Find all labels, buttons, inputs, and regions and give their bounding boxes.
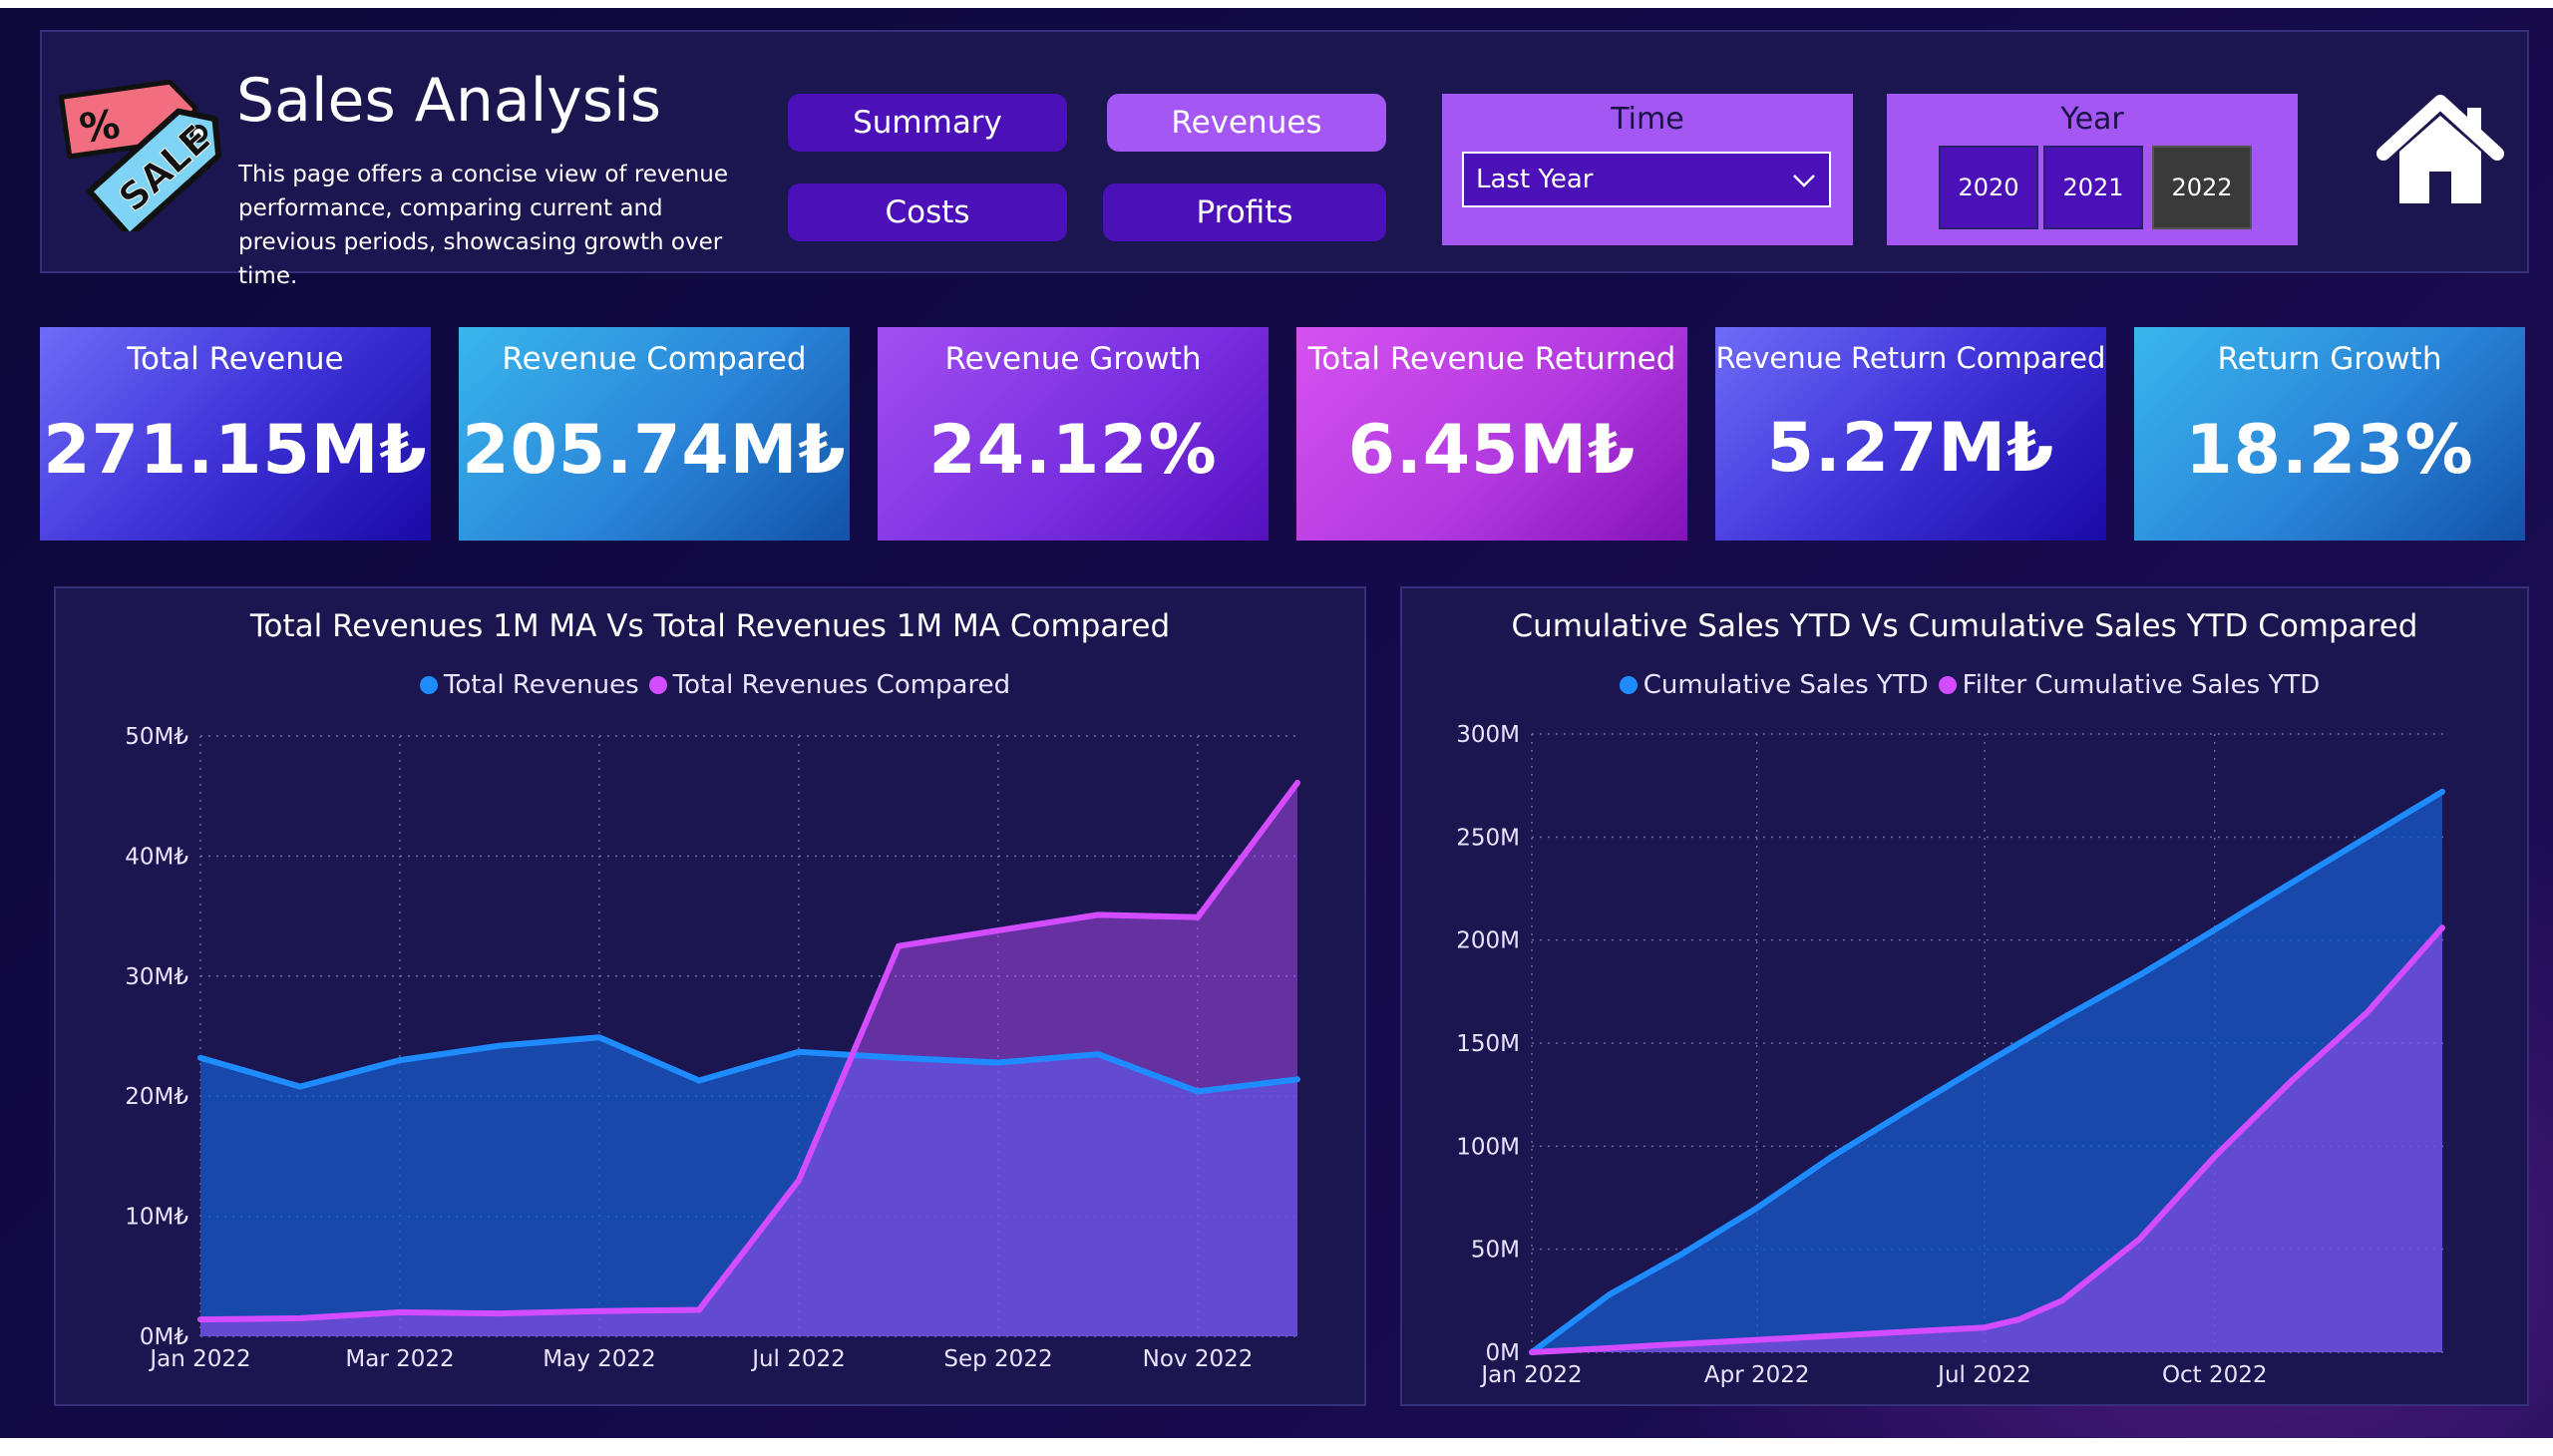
x-tick-label: Jul 2022 bbox=[1936, 1362, 2031, 1388]
kpi-label: Total Revenue Returned bbox=[1307, 341, 1676, 377]
y-tick-label: 200M bbox=[1456, 928, 1520, 954]
kpi-label: Return Growth bbox=[2217, 341, 2442, 377]
kpi-label: Revenue Compared bbox=[502, 341, 807, 377]
page-title: Sales Analysis bbox=[236, 66, 661, 136]
y-tick-label: 40M₺ bbox=[125, 844, 188, 870]
nav-costs-button[interactable]: Costs bbox=[788, 183, 1067, 241]
kpi-value: 5.27M₺ bbox=[1766, 409, 2055, 488]
y-tick-label: 250M bbox=[1456, 825, 1520, 851]
cumulative-sales-chart: 0M 50M 100M 150M 200M 250M 300M Jan 2022 Apr 202… bbox=[1456, 722, 2445, 1388]
kpi-label: Total Revenue bbox=[127, 341, 344, 377]
svg-text:%: % bbox=[77, 102, 123, 153]
kpi-return-growth: Return Growth 18.23% bbox=[2134, 327, 2525, 541]
kpi-total-revenue: Total Revenue 271.15M₺ bbox=[40, 327, 431, 541]
year-2020-button[interactable]: 2020 bbox=[1939, 146, 2038, 229]
legend-marker bbox=[419, 676, 438, 694]
time-filter-label: Time bbox=[1611, 102, 1684, 137]
x-tick-label: Jan 2022 bbox=[148, 1346, 250, 1372]
y-tick-label: 150M bbox=[1456, 1031, 1520, 1057]
revenue-ma-chart-panel: Total Revenues 1M MA Vs Total Revenues 1… bbox=[54, 586, 1366, 1406]
year-filter-label: Year bbox=[2060, 102, 2124, 137]
y-tick-label: 0M₺ bbox=[140, 1324, 188, 1350]
year-2022-button[interactable]: 2022 bbox=[2152, 146, 2252, 229]
home-icon[interactable] bbox=[2375, 94, 2505, 213]
kpi-total-revenue-returned: Total Revenue Returned 6.45M₺ bbox=[1296, 327, 1687, 541]
time-dropdown[interactable]: Last Year bbox=[1462, 152, 1831, 207]
header-bar: % SALE Sales Analysis This page offers a… bbox=[40, 30, 2529, 289]
y-tick-label: 100M bbox=[1456, 1134, 1520, 1160]
legend-marker bbox=[1619, 676, 1638, 694]
year-2020-label: 2020 bbox=[1958, 174, 2019, 201]
kpi-value: 6.45M₺ bbox=[1347, 411, 1637, 490]
kpi-value: 18.23% bbox=[2185, 411, 2474, 490]
y-tick-label: 50M bbox=[1471, 1238, 1520, 1264]
year-2021-label: 2021 bbox=[2062, 174, 2124, 201]
y-tick-label: 20M₺ bbox=[125, 1084, 188, 1110]
series-line bbox=[1529, 924, 2445, 1355]
x-tick-label: May 2022 bbox=[543, 1346, 655, 1372]
y-tick-label: 30M₺ bbox=[125, 964, 188, 990]
x-tick-label: Apr 2022 bbox=[1704, 1362, 1810, 1388]
legend-label: Filter Cumulative Sales YTD bbox=[1962, 670, 2321, 700]
page-description: This page offers a concise view of reven… bbox=[238, 162, 728, 289]
year-2022-label: 2022 bbox=[2171, 174, 2233, 201]
nav-summary-label: Summary bbox=[853, 105, 1002, 141]
x-tick-label: Sep 2022 bbox=[943, 1346, 1052, 1372]
chevron-down-icon bbox=[1793, 175, 1815, 187]
x-tick-label: Jul 2022 bbox=[750, 1346, 846, 1372]
kpi-value: 271.15M₺ bbox=[43, 411, 428, 490]
nav-summary-button[interactable]: Summary bbox=[788, 94, 1067, 152]
chart-legend: Total Revenues Total Revenues Compared bbox=[56, 670, 1364, 700]
chart-legend: Cumulative Sales YTD Filter Cumulative S… bbox=[1402, 670, 2527, 700]
legend-label: Total Revenues Compared bbox=[672, 670, 1011, 700]
y-tick-label: 0M bbox=[1486, 1340, 1520, 1366]
time-dropdown-value: Last Year bbox=[1476, 165, 1594, 194]
legend-label: Total Revenues bbox=[443, 670, 639, 700]
cumulative-sales-chart-panel: Cumulative Sales YTD Vs Cumulative Sales… bbox=[1400, 586, 2529, 1406]
y-tick-label: 300M bbox=[1456, 722, 1520, 748]
x-tick-label: Nov 2022 bbox=[1143, 1346, 1254, 1372]
sale-tag-icon: % SALE bbox=[58, 79, 222, 231]
revenue-ma-chart: 0M₺ 10M₺ 20M₺ 30M₺ 40M₺ 50M₺ Jan 2022 Mar 2022 M… bbox=[125, 724, 1300, 1372]
kpi-label: Revenue Return Compared bbox=[1715, 341, 2106, 375]
dashboard-canvas: % SALE Sales Analysis This page offers a… bbox=[0, 8, 2553, 1438]
nav-revenues-button[interactable]: Revenues bbox=[1107, 94, 1386, 152]
series-line bbox=[197, 1034, 1300, 1095]
nav-revenues-label: Revenues bbox=[1171, 105, 1322, 141]
x-tick-label: Oct 2022 bbox=[2162, 1362, 2268, 1388]
kpi-label: Revenue Growth bbox=[944, 341, 1202, 377]
nav-profits-label: Profits bbox=[1196, 194, 1293, 230]
year-filter: Year 2020 2021 2022 bbox=[1887, 94, 2298, 245]
series-area bbox=[1532, 927, 2442, 1352]
kpi-revenue-compared: Revenue Compared 205.74M₺ bbox=[459, 327, 850, 541]
kpi-value: 205.74M₺ bbox=[462, 411, 847, 490]
series-area bbox=[200, 1037, 1297, 1336]
x-tick-label: Jan 2022 bbox=[1479, 1362, 1582, 1388]
chart-title: Total Revenues 1M MA Vs Total Revenues 1… bbox=[249, 608, 1171, 644]
y-tick-label: 50M₺ bbox=[125, 724, 188, 750]
x-tick-label: Mar 2022 bbox=[345, 1346, 454, 1372]
kpi-value: 24.12% bbox=[928, 411, 1218, 490]
series-area bbox=[200, 783, 1297, 1336]
y-tick-label: 10M₺ bbox=[125, 1205, 188, 1231]
legend-marker bbox=[648, 676, 667, 694]
time-filter: Time Last Year bbox=[1442, 94, 1853, 245]
chart-title: Cumulative Sales YTD Vs Cumulative Sales… bbox=[1511, 608, 2418, 644]
series-line bbox=[197, 780, 1300, 1323]
year-2021-button[interactable]: 2021 bbox=[2043, 146, 2143, 229]
series-line bbox=[1529, 788, 2445, 1355]
kpi-revenue-return-compared: Revenue Return Compared 5.27M₺ bbox=[1715, 327, 2106, 541]
kpi-revenue-growth: Revenue Growth 24.12% bbox=[878, 327, 1269, 541]
legend-marker bbox=[1938, 676, 1957, 694]
nav-profits-button[interactable]: Profits bbox=[1103, 183, 1386, 241]
legend-label: Cumulative Sales YTD bbox=[1642, 670, 1929, 700]
nav-costs-label: Costs bbox=[885, 194, 970, 230]
